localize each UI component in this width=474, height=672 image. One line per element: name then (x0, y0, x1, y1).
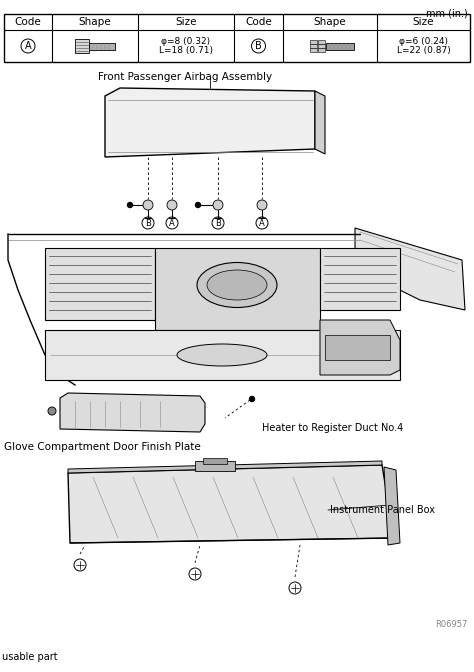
Polygon shape (68, 465, 394, 543)
Circle shape (213, 200, 223, 210)
Ellipse shape (177, 344, 267, 366)
Text: Size: Size (413, 17, 434, 27)
Polygon shape (384, 467, 400, 545)
Text: Instrument Panel Box: Instrument Panel Box (330, 505, 435, 515)
Bar (203, 458, 227, 464)
Polygon shape (320, 320, 400, 375)
Polygon shape (60, 393, 205, 432)
Polygon shape (315, 91, 325, 154)
Circle shape (257, 200, 267, 210)
Text: B: B (255, 41, 262, 51)
Text: Size: Size (175, 17, 197, 27)
Ellipse shape (197, 263, 277, 308)
Bar (320, 248, 400, 310)
Bar (310, 40, 317, 44)
Text: φ=8 (0.32): φ=8 (0.32) (162, 36, 210, 46)
Text: R06957: R06957 (436, 620, 468, 629)
Text: B: B (215, 218, 221, 228)
Bar (318, 40, 325, 44)
Polygon shape (355, 228, 465, 310)
Circle shape (249, 396, 255, 401)
Polygon shape (105, 88, 315, 157)
Bar (89, 42, 115, 50)
Bar (310, 44, 317, 48)
Text: Code: Code (245, 17, 272, 27)
Circle shape (143, 200, 153, 210)
Text: φ=6 (0.24): φ=6 (0.24) (399, 36, 448, 46)
Bar (195, 461, 235, 471)
Text: Shape: Shape (79, 17, 111, 27)
Bar (155, 248, 320, 330)
Bar (45, 248, 155, 320)
Text: mm (in.): mm (in.) (426, 8, 468, 18)
Text: A: A (169, 218, 175, 228)
Bar (4, 14, 470, 62)
Bar (45, 330, 400, 380)
Text: Glove Compartment Door Finish Plate: Glove Compartment Door Finish Plate (4, 442, 201, 452)
Circle shape (167, 200, 177, 210)
Bar (325, 335, 390, 360)
Text: Front Passenger Airbag Assembly: Front Passenger Airbag Assembly (98, 72, 272, 82)
Text: B: B (145, 218, 151, 228)
Text: A: A (25, 41, 31, 51)
Bar (318, 44, 325, 48)
Text: Shape: Shape (314, 17, 346, 27)
Bar (75, 39, 89, 53)
Text: L=18 (0.71): L=18 (0.71) (159, 46, 213, 54)
Circle shape (195, 202, 201, 208)
Text: Heater to Register Duct No.4: Heater to Register Duct No.4 (262, 423, 403, 433)
Text: L=22 (0.87): L=22 (0.87) (397, 46, 450, 54)
Polygon shape (68, 461, 382, 473)
Text: usable part: usable part (2, 652, 58, 662)
Circle shape (49, 408, 55, 414)
Bar (318, 48, 325, 52)
Bar (326, 42, 354, 50)
Text: Code: Code (15, 17, 41, 27)
Ellipse shape (207, 270, 267, 300)
Bar (310, 48, 317, 52)
Text: A: A (259, 218, 265, 228)
Circle shape (128, 202, 133, 208)
